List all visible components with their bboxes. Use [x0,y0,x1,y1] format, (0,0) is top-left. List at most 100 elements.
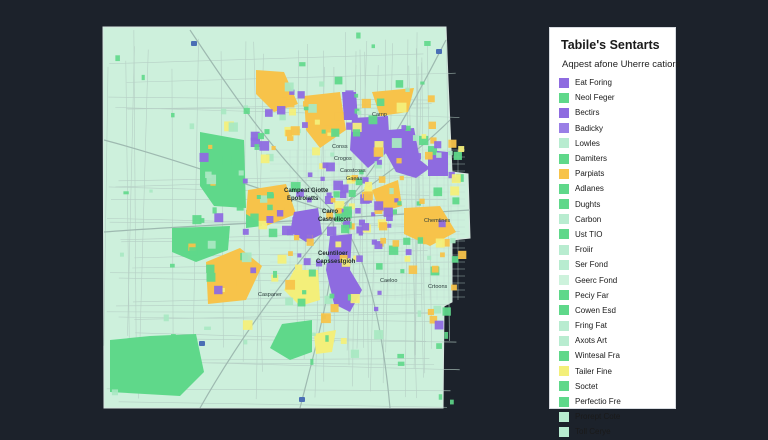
legend-item[interactable]: Fring Fat [559,318,667,333]
legend-item[interactable]: Lowles [559,136,667,151]
legend-item[interactable]: Damiters [559,151,667,166]
legend-item[interactable]: Prorept Cote [559,409,667,424]
legend-item[interactable]: Perfectio Fre [559,394,667,409]
legend-swatch [559,169,569,179]
zone-block [414,153,421,160]
zone-block [454,152,462,160]
zone-block [295,265,302,272]
zone-block [335,241,341,247]
legend-swatch [559,108,569,118]
legend-item-label: Bectirs [575,108,599,117]
zone-block [331,304,339,312]
zone-block [171,334,176,338]
legend-subtitle: Aqpest afone Uherre catiors [562,59,667,70]
zone-block [458,146,464,152]
map-label: Capssestgioh [316,259,356,265]
map-label: Conss [332,144,348,150]
legend-item[interactable]: Peciy Far [559,288,667,303]
zone-block [310,359,313,365]
zone-block [204,327,211,330]
zone-block [374,147,383,156]
legend-item[interactable]: Adlanes [559,181,667,196]
legend-item[interactable]: Geerc Fond [559,272,667,287]
legend-swatch [559,93,569,103]
map-label: Ceuntiloer [318,251,348,257]
zone-block [398,362,405,366]
legend-item[interactable]: Ust TIO [559,227,667,242]
zone-block [423,236,431,244]
legend-item-label: Damiters [575,154,607,163]
zone-block [298,299,306,307]
legend-item[interactable]: Cowen Esd [559,303,667,318]
zone-block [291,126,300,135]
zone-block [303,101,309,107]
zone-block [287,229,293,235]
zone-block [374,330,383,339]
highway-shield-icon [191,41,197,46]
zone-block [243,320,253,330]
zone-block [436,343,442,349]
zone-block [405,88,409,92]
legend-item[interactable]: Axots Art [559,333,667,348]
zone-block [397,354,404,358]
zone-block [377,291,381,295]
zone-block [379,176,386,183]
legend-item[interactable]: Eat Foring [559,75,667,90]
zone-block [260,141,270,151]
zone-block [448,140,456,148]
legend-item[interactable]: Parpiats [559,166,667,181]
legend-item[interactable]: Tailer Fine [559,364,667,379]
zone-block [320,177,324,181]
zone-block [439,394,442,399]
legend-item-label: Carbon [575,215,601,224]
zone-block [433,306,441,314]
legend-swatch [559,381,569,391]
highway-shield-icon [436,49,442,54]
zone-block [170,264,175,268]
zone-block [379,222,387,230]
legend-item[interactable]: Dughts [559,197,667,212]
zone-block [266,216,273,223]
zone-block [258,133,264,139]
zone-block [435,321,444,330]
legend-item[interactable]: Ser Fond [559,257,667,272]
zone-block [267,205,272,210]
map-label: Crtoons [428,284,448,290]
zone-block [250,267,256,273]
map-label: Chemtines [424,218,451,224]
legend-item[interactable]: Soctet [559,379,667,394]
legend-swatch [559,245,569,255]
zone-block [434,141,441,148]
zone-block [444,332,448,339]
legend-item-label: Froiir [575,245,593,254]
zone-block [356,255,363,262]
legend-item-label: Ust TIO [575,230,602,239]
zone-block [420,82,424,85]
legend-item[interactable]: Froiir [559,242,667,257]
legend-item[interactable]: Bectirs [559,105,667,120]
zone-block [315,120,320,125]
zone-block [267,192,273,198]
zone-block [213,207,217,213]
map-legend: Tabile's Sentarts Aqpest afone Uherre ca… [549,27,676,409]
legend-item[interactable]: Wintesal Fra [559,348,667,363]
legend-title: Tabile's Sentarts [561,38,667,52]
zone-block [393,240,400,247]
zone-block [374,307,378,311]
zone-block [239,170,244,175]
legend-item[interactable]: Carbon [559,212,667,227]
legend-item[interactable]: Neol Feger [559,90,667,105]
legend-item[interactable]: Badicky [559,121,667,136]
legend-item-label: Soctet [575,382,598,391]
zone-block [243,340,247,345]
zone-block [331,198,336,203]
zone-block [259,221,267,229]
zone-block [397,103,407,113]
zone-block [365,182,372,189]
zone-block [376,263,383,270]
zone-block [308,104,317,113]
zone-block [206,265,214,273]
legend-item-label: Dughts [575,200,600,209]
zone-block [308,172,313,177]
zone-block [312,333,316,336]
